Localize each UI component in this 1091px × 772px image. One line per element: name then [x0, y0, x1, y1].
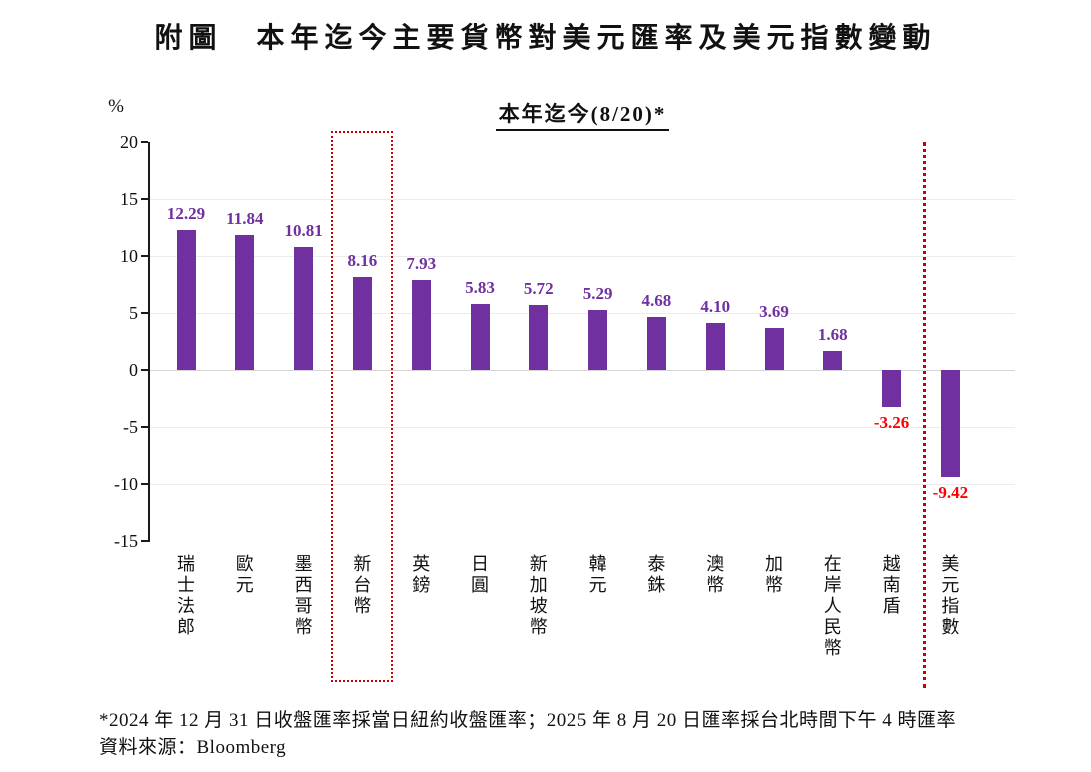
bar-2 — [235, 235, 255, 370]
bar-value-label: 1.68 — [817, 324, 848, 344]
bar-value-label: 7.93 — [406, 253, 437, 273]
y-axis-tick — [141, 312, 148, 314]
bar-1 — [176, 229, 196, 370]
bar-9 — [646, 316, 666, 370]
category-label: 墨西哥幣 — [292, 554, 313, 638]
highlight-box-taiwan-dollar — [331, 131, 394, 682]
gridline — [150, 312, 1015, 314]
gridline — [150, 255, 1015, 257]
gridline — [150, 483, 1015, 485]
chart-title: 附圖 本年迄今主要貨幣對美元匯率及美元指數變動 — [154, 23, 937, 54]
y-tick-label: 20 — [120, 132, 138, 152]
bar-11 — [764, 327, 784, 370]
bar-3 — [294, 246, 314, 370]
category-label: 日圓 — [469, 554, 489, 596]
y-axis-tick — [141, 255, 148, 257]
y-axis-unit-label: % — [108, 96, 124, 117]
y-axis-line — [148, 142, 150, 542]
y-axis-tick — [141, 141, 148, 143]
category-label: 加幣 — [763, 554, 783, 596]
y-tick-label: 10 — [120, 246, 138, 266]
bar-value-label: 5.29 — [582, 283, 613, 303]
gridline — [150, 426, 1015, 428]
bar-value-label: 3.69 — [759, 301, 789, 321]
y-tick-label: 15 — [120, 189, 138, 209]
bar-value-label: 12.29 — [166, 203, 206, 223]
y-axis-tick — [141, 540, 148, 542]
category-label: 韓元 — [586, 554, 607, 596]
bar-10 — [705, 323, 725, 370]
bar-13 — [882, 370, 902, 408]
separator-line-usd-index — [923, 142, 926, 688]
bar-value-label: -3.26 — [873, 413, 910, 433]
y-tick-label: -15 — [114, 531, 138, 551]
y-axis-tick — [141, 483, 148, 485]
bar-7 — [529, 304, 549, 370]
bar-value-label: 5.83 — [465, 277, 495, 297]
category-label: 新加坡幣 — [527, 554, 548, 638]
bar-4 — [352, 276, 372, 370]
category-label: 新台幣 — [351, 554, 372, 617]
y-tick-label: 0 — [129, 360, 138, 380]
bar-6 — [470, 303, 490, 370]
bar-value-label: 8.16 — [347, 250, 378, 270]
category-label: 瑞士法郎 — [175, 554, 195, 638]
chart-subtitle-container: 本年迄今(8/20)* — [150, 98, 1015, 131]
y-axis-tick — [141, 369, 148, 371]
y-tick-label: -5 — [123, 417, 138, 437]
y-axis-tick — [141, 426, 148, 428]
category-label: 泰銖 — [645, 554, 666, 596]
y-tick-label: 5 — [129, 303, 138, 323]
footnote-line-1: *2024 年 12 月 31 日收盤匯率採當日紐約收盤匯率；2025 年 8 … — [99, 710, 957, 731]
bar-value-label: -9.42 — [932, 483, 969, 503]
bar-value-label: 4.68 — [641, 290, 672, 310]
bar-14 — [940, 370, 960, 478]
footnote-line-2: 資料來源：Bloomberg — [99, 737, 287, 758]
category-label: 越南盾 — [880, 554, 901, 617]
category-label: 美元指數 — [939, 554, 960, 638]
bar-value-label: 11.84 — [226, 209, 264, 229]
gridline — [150, 198, 1015, 200]
bar-value-label: 5.72 — [523, 278, 554, 298]
y-axis-tick — [141, 198, 148, 200]
zero-gridline — [150, 369, 1015, 371]
bar-value-label: 4.10 — [700, 297, 731, 317]
category-label: 澳幣 — [704, 554, 725, 596]
bar-5 — [411, 279, 431, 370]
category-label: 歐元 — [233, 554, 254, 596]
category-label: 在岸人民幣 — [821, 554, 842, 659]
chart-subtitle: 本年迄今(8/20)* — [495, 98, 670, 131]
footnotes: *2024 年 12 月 31 日收盤匯率採當日紐約收盤匯率；2025 年 8 … — [99, 707, 1091, 761]
bar-value-label: 10.81 — [284, 220, 323, 240]
bar-8 — [588, 309, 608, 370]
bar-12 — [823, 350, 843, 370]
category-label: 英鎊 — [410, 554, 431, 596]
y-tick-label: -10 — [114, 474, 138, 494]
